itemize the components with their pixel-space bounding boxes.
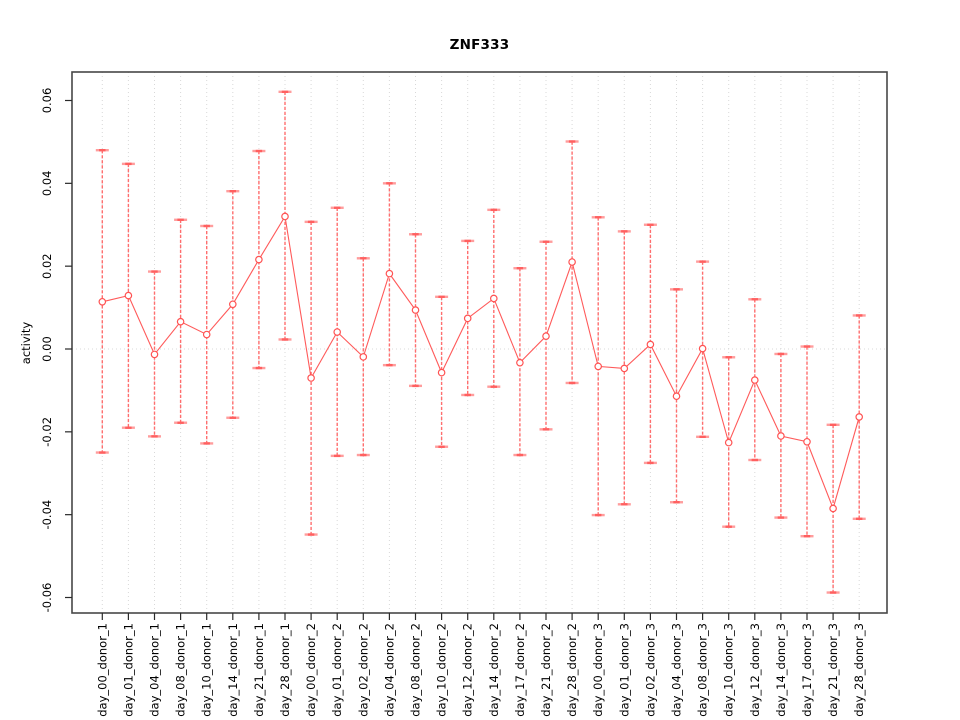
data-point bbox=[829, 504, 837, 513]
x-tick-label: day_28_donor_2 bbox=[565, 623, 579, 717]
chart-title: ZNF333 bbox=[449, 37, 510, 53]
x-tick-label: day_02_donor_2 bbox=[356, 623, 370, 717]
x-tick-label: day_00_donor_2 bbox=[304, 623, 318, 717]
x-tick-label: day_28_donor_1 bbox=[278, 623, 292, 717]
x-tick-label: day_17_donor_3 bbox=[800, 623, 814, 717]
y-tick-label: 0.02 bbox=[40, 253, 54, 279]
x-tick-label: day_04_donor_2 bbox=[382, 623, 396, 717]
data-point bbox=[489, 294, 498, 303]
data-point bbox=[333, 328, 342, 336]
x-tick-label: day_01_donor_2 bbox=[330, 623, 344, 717]
x-tick-label: day_04_donor_1 bbox=[148, 623, 162, 717]
x-tick-label: day_08_donor_3 bbox=[696, 623, 710, 717]
data-point bbox=[516, 358, 524, 367]
data-point bbox=[620, 364, 629, 373]
data-point bbox=[646, 340, 655, 349]
x-tick-label: day_02_donor_3 bbox=[643, 623, 657, 717]
data-point bbox=[124, 291, 133, 300]
data-point bbox=[803, 437, 811, 446]
y-tick-label: 0.00 bbox=[40, 336, 54, 362]
data-point bbox=[176, 317, 185, 326]
x-tick-label: day_01_donor_3 bbox=[617, 623, 631, 717]
x-tick-label: day_17_donor_2 bbox=[513, 623, 527, 717]
x-tick-label: day_28_donor_3 bbox=[852, 623, 866, 717]
data-point bbox=[437, 368, 446, 377]
data-point bbox=[724, 438, 733, 447]
plot-border bbox=[71, 71, 888, 614]
data-point bbox=[698, 344, 707, 353]
data-point bbox=[307, 374, 315, 382]
data-point bbox=[229, 300, 237, 309]
x-tick-label: day_14_donor_1 bbox=[226, 623, 240, 717]
x-tick-label: day_08_donor_1 bbox=[174, 623, 188, 717]
series-line bbox=[102, 214, 860, 511]
x-tick-label: day_10_donor_2 bbox=[435, 623, 449, 717]
data-point bbox=[568, 258, 576, 266]
x-tick-label: day_00_donor_1 bbox=[95, 623, 109, 717]
x-tick-label: day_00_donor_3 bbox=[591, 623, 605, 717]
x-tick-label: day_21_donor_1 bbox=[252, 623, 266, 717]
data-point bbox=[672, 392, 681, 401]
data-point bbox=[594, 362, 603, 371]
data-point bbox=[411, 306, 420, 314]
data-point bbox=[750, 376, 759, 384]
x-tick-label: day_21_donor_2 bbox=[539, 623, 553, 717]
x-tick-label: day_14_donor_2 bbox=[487, 623, 501, 717]
x-tick-label: day_10_donor_3 bbox=[722, 623, 736, 717]
y-tick-label: -0.06 bbox=[40, 583, 54, 613]
data-point bbox=[255, 255, 263, 264]
data-point bbox=[150, 350, 159, 359]
data-point bbox=[855, 413, 864, 421]
x-tick-label: day_10_donor_1 bbox=[200, 623, 214, 717]
x-tick-label: day_04_donor_3 bbox=[670, 623, 684, 717]
data-point bbox=[202, 330, 211, 339]
data-point bbox=[281, 212, 289, 221]
y-axis-label: activity bbox=[19, 321, 33, 365]
data-point bbox=[777, 432, 785, 440]
x-tick-label: day_21_donor_3 bbox=[826, 623, 840, 717]
data-point bbox=[463, 314, 472, 323]
data-point bbox=[359, 353, 368, 361]
x-tick-label: day_14_donor_3 bbox=[774, 623, 788, 717]
x-tick-label: day_12_donor_2 bbox=[461, 623, 475, 717]
x-tick-label: day_12_donor_3 bbox=[748, 623, 762, 717]
x-tick-label: day_08_donor_2 bbox=[409, 623, 423, 717]
data-point bbox=[542, 332, 550, 340]
data-point bbox=[385, 269, 394, 278]
y-tick-label: -0.04 bbox=[40, 500, 54, 530]
x-tick-label: day_01_donor_1 bbox=[121, 623, 135, 717]
y-tick-label: 0.06 bbox=[40, 88, 54, 114]
y-tick-label: -0.02 bbox=[40, 417, 54, 447]
data-point bbox=[98, 297, 107, 306]
y-tick-label: 0.04 bbox=[40, 171, 54, 197]
